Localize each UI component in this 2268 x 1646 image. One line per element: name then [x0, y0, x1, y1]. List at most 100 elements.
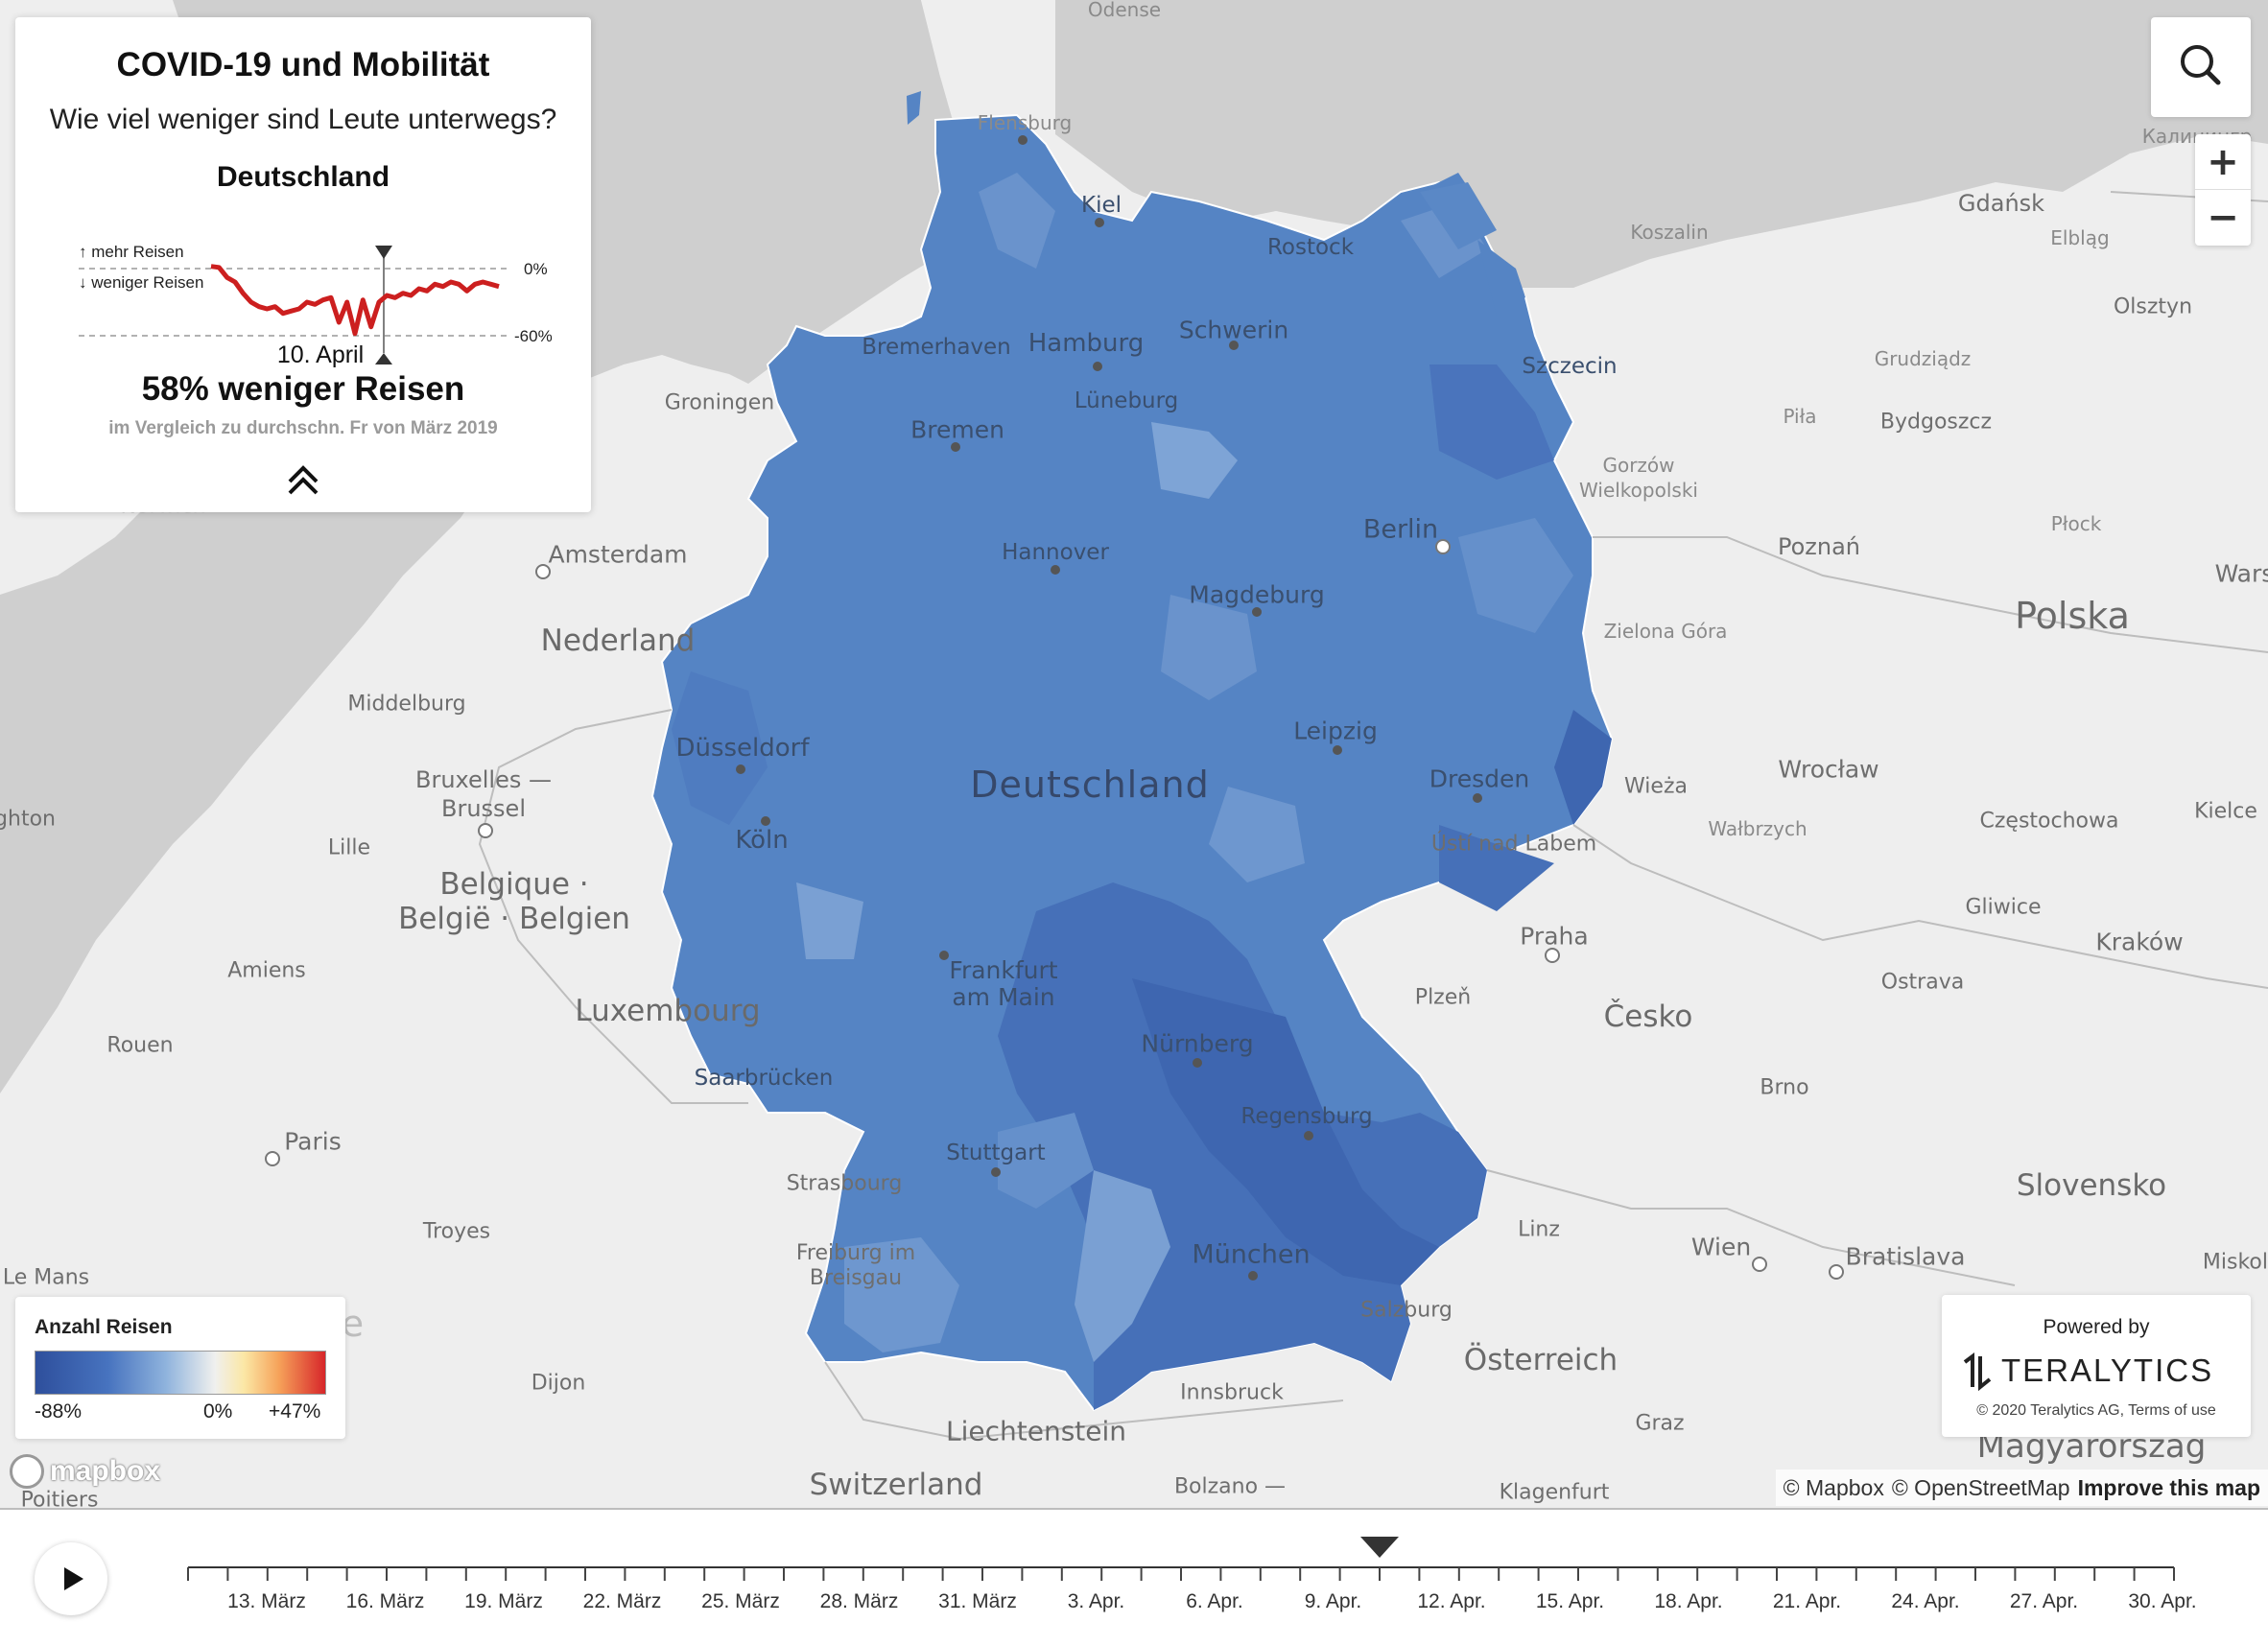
city-label-szczecin: Szczecin — [1522, 354, 1618, 379]
search-button[interactable] — [2151, 17, 2251, 117]
city-label-rouen: Rouen — [106, 1033, 174, 1058]
double-chevron-up-icon[interactable] — [284, 460, 322, 499]
search-icon — [2181, 45, 2221, 85]
comparison-note: im Vergleich zu durchschn. Fr von März 2… — [108, 418, 498, 438]
timeline-date-label: 18. Apr. — [1654, 1590, 1723, 1612]
city-label-saarbruecken: Saarbrücken — [694, 1066, 834, 1091]
improve-map-link[interactable]: Improve this map — [2077, 1474, 2260, 1500]
timeline-date-label: 19. März — [464, 1590, 543, 1612]
timeline-date-label: 21. Apr. — [1772, 1590, 1842, 1612]
timeline-date-label: 16. März — [345, 1590, 425, 1612]
city-label-wieza: Wieża — [1624, 774, 1688, 799]
selected-region: Deutschland — [216, 161, 390, 193]
city-label-plock: Płock — [2050, 512, 2102, 535]
play-button[interactable] — [35, 1542, 107, 1615]
country-label-slovensko: Slovensko — [2016, 1168, 2167, 1203]
timeline-date-label: 24. Apr. — [1891, 1590, 1960, 1612]
color-legend: Anzahl Reisen -88% 0% +47% — [15, 1297, 345, 1439]
city-dot — [1252, 607, 1262, 617]
city-label-elblag: Elbląg — [2050, 226, 2110, 249]
city-label-bruxelles: Bruxelles — Brussel — [414, 766, 552, 822]
city-dot — [939, 951, 949, 960]
city-dot — [1229, 341, 1239, 350]
city-label-troyes: Troyes — [422, 1219, 491, 1244]
map-canvas[interactable]: Odense Flensburg Kiel Rostock Hamburg Sc… — [0, 0, 2268, 1513]
play-icon — [64, 1567, 83, 1590]
city-dot — [1051, 565, 1060, 575]
city-label-brno: Brno — [1760, 1075, 1809, 1100]
city-label-warszawa: Warsz — [2214, 559, 2268, 588]
mapbox-attribution-link[interactable]: © Mapbox — [1783, 1474, 1884, 1500]
city-label-gorzow: Gorzów Wielkopolski — [1579, 454, 1698, 502]
city-dot — [1018, 135, 1028, 145]
country-label-polska: Polska — [2015, 595, 2130, 637]
city-label-freiburg: Freiburg im Breisgau — [795, 1241, 916, 1290]
capital-marker — [265, 1151, 280, 1166]
osm-attribution-link[interactable]: © OpenStreetMap — [1891, 1474, 2070, 1500]
city-label-bratislava: Bratislava — [1845, 1242, 1966, 1271]
city-dot — [761, 816, 770, 826]
city-label-le-mans: Le Mans — [2, 1265, 90, 1290]
city-label-nuernberg: Nürnberg — [1141, 1029, 1254, 1058]
city-label-usti: Ústí nad Labem — [1430, 832, 1597, 857]
city-label-hamburg: Hamburg — [1028, 329, 1145, 358]
city-label-middelburg: Middelburg — [347, 692, 466, 717]
timeline-bar: 13. März 16. März 19. März 22. März 25. März… — [0, 1508, 2268, 1646]
capital-marker — [535, 564, 551, 579]
city-dot — [736, 764, 745, 774]
city-label-amsterdam: Amsterdam — [548, 540, 688, 569]
city-label-miskolc: Miskolc — [2202, 1250, 2268, 1275]
zoom-out-button[interactable]: − — [2207, 195, 2239, 240]
city-label-gdansk: Gdańsk — [1957, 190, 2045, 217]
zoom-in-button[interactable]: + — [2195, 134, 2251, 190]
city-label-lueneburg: Lüneburg — [1074, 388, 1179, 413]
country-label-luxembourg: Luxembourg — [575, 994, 761, 1028]
info-panel: COVID-19 und Mobilität Wie viel weniger … — [15, 17, 591, 512]
city-label-stuttgart: Stuttgart — [946, 1140, 1046, 1165]
city-label-kiel: Kiel — [1080, 193, 1122, 218]
sparkline-chart[interactable]: ↑ mehr Reisen ↓ weniger Reisen 0% -60% 1… — [58, 219, 566, 370]
city-label-regensburg: Regensburg — [1240, 1104, 1373, 1129]
capital-marker — [1752, 1257, 1767, 1272]
mapbox-logo[interactable]: mapbox — [10, 1454, 160, 1489]
city-label-brighton: ghton — [0, 807, 56, 832]
city-label-pila: Piła — [1783, 405, 1817, 428]
map-attribution: © Mapbox © OpenStreetMap Improve this ma… — [1775, 1470, 2268, 1506]
terms-link[interactable]: © 2020 Teralytics AG, Terms of use — [1976, 1402, 2216, 1419]
city-label-kielce: Kielce — [2194, 799, 2257, 824]
timeline-scrubber[interactable] — [0, 1510, 2268, 1646]
timeline-date-label: 30. Apr. — [2128, 1590, 2197, 1612]
city-dot — [1473, 793, 1482, 803]
legend-title: Anzahl Reisen — [35, 1316, 173, 1338]
timeline-date-label: 13. März — [227, 1590, 306, 1612]
sparkline-down-label: ↓ weniger Reisen — [79, 273, 203, 292]
city-label-frankfurt: Frankfurt am Main — [949, 956, 1058, 1011]
zoom-control: + − — [2195, 134, 2251, 246]
city-label-bremen: Bremen — [910, 415, 1004, 444]
city-label-koeln: Köln — [735, 826, 789, 855]
country-label-liechtenstein: Liechtenstein — [945, 1415, 1127, 1447]
city-label-klagenfurt: Klagenfurt — [1499, 1480, 1610, 1505]
city-dot — [1095, 218, 1104, 227]
city-label-grudziadz: Grudziądz — [1874, 347, 1972, 370]
timeline-position-marker[interactable] — [1360, 1537, 1399, 1558]
mapbox-logo-icon — [10, 1454, 44, 1489]
country-label-cesko: Česko — [1603, 999, 1693, 1034]
timeline-date-label: 12. Apr. — [1417, 1590, 1486, 1612]
city-label-olsztyn: Olsztyn — [2113, 294, 2193, 319]
city-label-dijon: Dijon — [531, 1371, 586, 1396]
panel-subtitle: Wie viel weniger sind Leute unterwegs? — [49, 104, 557, 135]
legend-max-label: +47% — [269, 1400, 321, 1423]
city-label-bolzano: Bolzano — — [1173, 1474, 1287, 1499]
timeline-date-label: 15. Apr. — [1535, 1590, 1605, 1612]
city-label-walbrzych: Wałbrzych — [1708, 817, 1807, 840]
city-dot — [1248, 1271, 1258, 1281]
city-label-strasbourg: Strasbourg — [786, 1171, 903, 1196]
city-label-wien: Wien — [1690, 1233, 1752, 1261]
city-label-groningen: Groningen — [664, 390, 775, 415]
city-label-amiens: Amiens — [227, 958, 306, 983]
city-label-rostock: Rostock — [1266, 235, 1355, 260]
city-label-zielona-gora: Zielona Góra — [1603, 620, 1728, 643]
country-borders — [478, 191, 2268, 1441]
timeline-date-label: 25. März — [701, 1590, 780, 1612]
